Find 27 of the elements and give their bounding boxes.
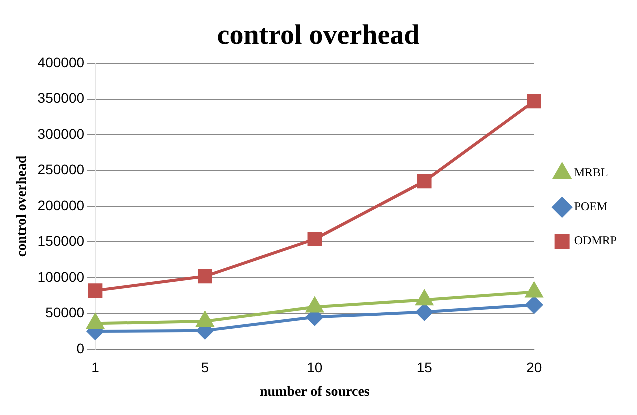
point: [526, 296, 543, 314]
point: [416, 304, 434, 321]
y-axis-title: control overhead: [15, 156, 30, 258]
point: [88, 284, 103, 298]
y-tick-label: 200000: [38, 197, 85, 214]
y-tick-label: 50000: [46, 304, 85, 321]
x-tick-label: 15: [416, 360, 433, 376]
y-tick-label: 0: [76, 340, 85, 356]
point: [198, 269, 212, 284]
x-tick-label: 10: [307, 360, 323, 376]
x-axis-title: number of sources: [260, 385, 370, 400]
y-tick-label: 350000: [38, 90, 85, 106]
y-tick-label: 150000: [38, 233, 85, 250]
point: [308, 232, 322, 247]
legend-label: ODMRP: [574, 234, 618, 248]
y-tick-label: 400000: [38, 54, 85, 70]
chart-title: control overhead: [217, 20, 420, 52]
x-tick-label: 5: [201, 360, 210, 376]
legend-label: MRBL: [574, 166, 608, 180]
x-tick-label: 1: [92, 360, 100, 376]
y-tick-label: 100000: [38, 268, 85, 285]
x-tick-label: 20: [526, 360, 542, 376]
y-tick-label: 250000: [38, 162, 85, 178]
point: [527, 94, 542, 109]
legend-label: POEM: [574, 200, 608, 214]
y-tick-label: 300000: [38, 126, 85, 142]
point: [417, 174, 432, 189]
